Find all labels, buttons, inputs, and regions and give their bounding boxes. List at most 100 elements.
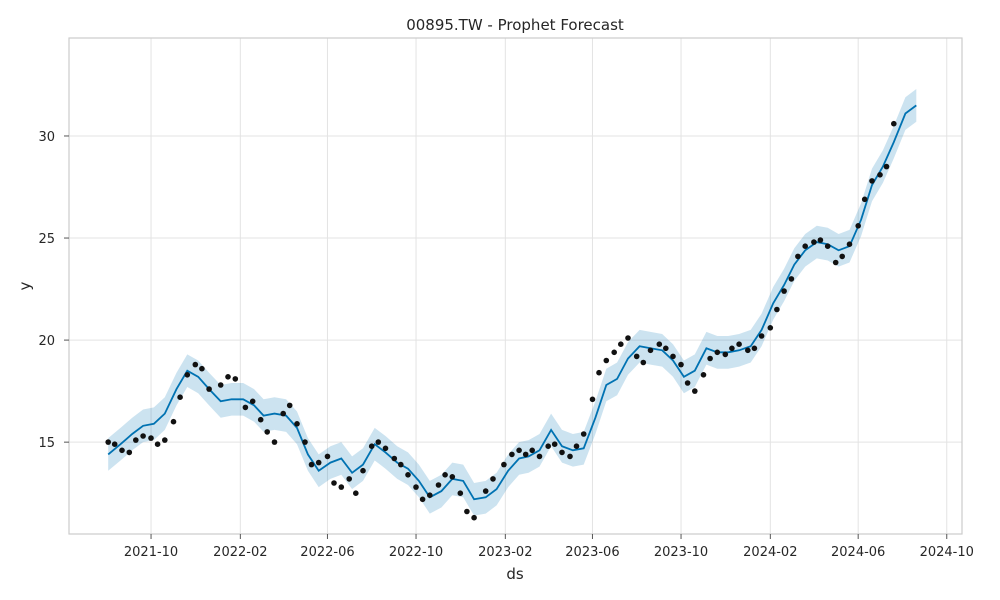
observed-point [567,453,573,460]
observed-point [516,447,522,454]
y-tick-label: 25 [38,232,55,247]
observed-point [596,369,602,376]
observed-point [140,433,146,439]
observed-point [398,461,404,468]
observed-point [722,351,729,358]
observed-point [119,447,125,454]
observed-point [817,237,824,243]
observed-point [707,355,713,362]
yhat-line [107,104,917,501]
observed-point [302,439,308,445]
observed-point [338,484,345,490]
observed-point [580,431,587,437]
observed-point [678,361,684,368]
observed-point [280,410,287,417]
observed-point [232,376,239,382]
observed-point [217,382,224,388]
observed-point [427,492,433,499]
x-axis-ticks: 2021-10 2022-02 2022-06 2022-10 2023-02 2023-… [124,534,974,560]
observed-point [611,349,617,356]
observed-point [368,443,375,450]
x-tick-label: 2023-06 [565,545,619,560]
y-tick-label: 15 [38,436,55,451]
observed-point [192,361,199,368]
observed-point [435,482,442,488]
observed-point [869,178,875,184]
observed-point [375,439,382,445]
observed-point [413,484,419,490]
observed-point [774,306,780,313]
y-axis-label: y [16,281,34,290]
uncertainty-band-area [108,89,917,516]
observed-point [846,241,853,247]
observed-point [308,461,315,468]
observed-point [529,447,535,454]
observed-point [802,243,808,249]
observed-point [360,467,366,474]
observed-point [471,514,477,521]
observed-point [249,398,256,405]
observed-point [647,347,654,354]
observed-point [509,451,515,458]
observed-point [633,353,640,360]
observed-point [832,259,839,266]
observed-point [883,163,890,170]
observed-point [331,480,337,486]
observed-point [559,449,565,456]
observed-point [625,335,631,341]
observed-point [501,461,507,468]
observed-point [573,443,580,450]
plot-frame [68,37,963,535]
chart-title: 00895.TW - Prophet Forecast [406,16,624,34]
x-axis-label: ds [506,565,524,583]
observed-point [684,380,691,386]
observed-point [133,437,139,443]
x-tick-label: 2021-10 [124,545,178,560]
observed-point [206,386,212,392]
observed-point [177,394,183,401]
observed-point [714,349,721,356]
forecast-line [107,104,917,501]
observed-point [603,357,610,364]
observed-point [294,421,300,427]
observed-point [855,223,861,229]
observed-point [788,276,795,282]
observed-point [170,418,177,425]
observed-point [618,341,624,348]
uncertainty-band [108,89,917,516]
observed-point [264,429,271,435]
observed-point [589,396,596,403]
observed-point [861,196,868,203]
y-tick-label: 20 [38,334,55,349]
observed-point [242,404,249,411]
observed-point [536,453,543,460]
observed-point [663,345,669,352]
observed-point [199,365,205,372]
observed-point [824,243,831,249]
x-tick-label: 2022-02 [213,545,267,560]
observed-point [811,239,817,245]
observed-point [353,490,359,497]
observed-point [154,441,161,448]
observed-point [781,288,787,294]
observed-point [111,441,118,448]
observed-point [692,388,698,394]
observed-point [324,453,331,460]
x-tick-label: 2024-06 [831,545,885,560]
observed-point [457,490,464,497]
observed-point [271,439,278,445]
x-tick-label: 2024-02 [743,545,797,560]
observed-point [758,333,765,339]
observed-point [640,359,647,366]
observed-point [839,253,845,260]
observed-point [736,341,742,348]
observed-point [745,347,751,354]
observed-point [551,441,558,448]
observed-point [315,459,322,466]
observed-point [391,455,398,462]
observed-point [490,476,496,482]
observed-point [419,496,426,503]
observed-point [162,437,168,443]
observed-point [148,435,154,441]
